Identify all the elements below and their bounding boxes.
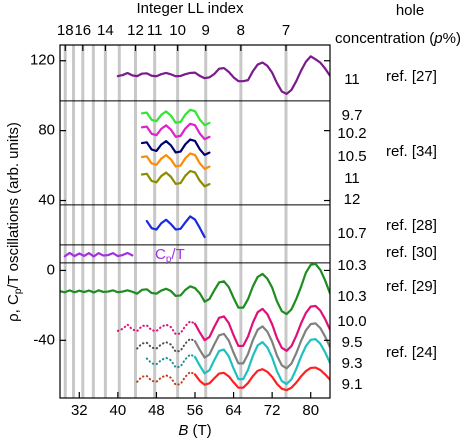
- hole-label: 10.3: [337, 288, 366, 305]
- y-tick-label: -40: [33, 331, 55, 348]
- hole-label: 9.7: [342, 107, 363, 124]
- reference-label: ref. [30]: [386, 244, 437, 261]
- reference-label: ref. [28]: [386, 217, 437, 234]
- y-tick-label: 80: [38, 122, 55, 139]
- x-tick-label: 72: [264, 402, 281, 419]
- grid-layer: [60, 45, 330, 398]
- x2-tick-label: 9: [202, 22, 210, 39]
- x-axis-label-part: (T): [188, 422, 211, 439]
- x2-tick-label: 12: [127, 22, 144, 39]
- y-axis-label-part: /T oscillations (arb. units): [5, 122, 22, 288]
- right-header: hole: [396, 2, 424, 19]
- hole-label: 12: [344, 191, 361, 208]
- annotation: Cp/T: [155, 246, 185, 265]
- hole-label: 11: [344, 71, 360, 88]
- y-tick-label: 0: [47, 261, 55, 278]
- dotted-series-line: [116, 320, 196, 336]
- dotted-series-line: [145, 353, 196, 369]
- x-tick-label: 40: [110, 402, 127, 419]
- right-header-part: hole: [396, 2, 424, 19]
- hole-label: 11: [344, 170, 360, 187]
- dotted-series-line: [136, 337, 196, 353]
- series-line: [140, 138, 211, 157]
- series-line: [193, 366, 330, 392]
- x-tick-label: 56: [187, 402, 204, 419]
- series-line: [140, 108, 211, 127]
- annotation-part: p: [166, 254, 172, 265]
- hole-label: 9.3: [342, 355, 363, 372]
- hole-label: 10.7: [337, 225, 366, 242]
- reference-label: ref. [27]: [386, 68, 437, 85]
- series-layer: [60, 55, 330, 392]
- x2-tick-label: 14: [97, 22, 114, 39]
- series-line: [140, 169, 211, 188]
- axis-layer: -40 0 40 80 120 32 40 48 56 64 72 80 18 16 14 12 11 10 9 8 7: [30, 22, 330, 419]
- hole-label: 10.2: [337, 125, 366, 142]
- y-axis-label: ρ, Cp/T oscillations (arb. units): [5, 122, 24, 322]
- x-tick-label: 80: [302, 402, 319, 419]
- x2-tick-label: 11: [147, 22, 163, 39]
- series-line: [140, 152, 211, 170]
- x-axis-label-part: B: [178, 422, 188, 439]
- series-line: [63, 251, 134, 258]
- y-axis-label-part: p: [13, 288, 24, 294]
- series-line: [116, 55, 330, 96]
- right-header-part: %): [443, 30, 461, 47]
- x2-tick-label: 16: [74, 22, 91, 39]
- hole-label: 10.0: [337, 313, 366, 330]
- x2-tick-label: 7: [282, 22, 290, 39]
- series-line: [193, 322, 330, 370]
- x-tick-label: 32: [71, 402, 88, 419]
- x-tick-label: 64: [225, 402, 242, 419]
- reference-label: ref. [34]: [386, 143, 437, 160]
- hole-label: 10.5: [337, 148, 366, 165]
- hole-label: 9.5: [342, 334, 363, 351]
- y-tick-label: 40: [38, 191, 55, 208]
- right-header: concentration (p%): [335, 30, 461, 47]
- series-line: [140, 122, 211, 141]
- y-axis-label-part: ρ, C: [5, 294, 22, 322]
- right-header-part: concentration (: [335, 30, 434, 47]
- x2-tick-label: 10: [169, 22, 186, 39]
- dotted-series-line: [136, 370, 196, 386]
- x-tick-label: 48: [148, 402, 165, 419]
- y-tick-label: 120: [30, 52, 55, 69]
- x2-tick-label: 18: [57, 22, 74, 39]
- annotation-part: /T: [171, 246, 184, 263]
- series-line: [60, 262, 330, 316]
- hole-label: 10.3: [337, 257, 366, 274]
- series-line: [193, 338, 330, 386]
- hole-label: 9.1: [342, 376, 363, 393]
- right-header-part: p: [433, 30, 442, 47]
- x2-axis-label: Integer LL index: [136, 0, 244, 17]
- annotation-part: C: [155, 246, 166, 263]
- x-axis-label: B (T): [178, 422, 211, 439]
- series-line: [193, 304, 330, 352]
- x2-tick-label: 8: [237, 22, 245, 39]
- reference-label: ref. [24]: [386, 344, 437, 361]
- series-line: [145, 215, 206, 239]
- reference-label: ref. [29]: [386, 278, 437, 295]
